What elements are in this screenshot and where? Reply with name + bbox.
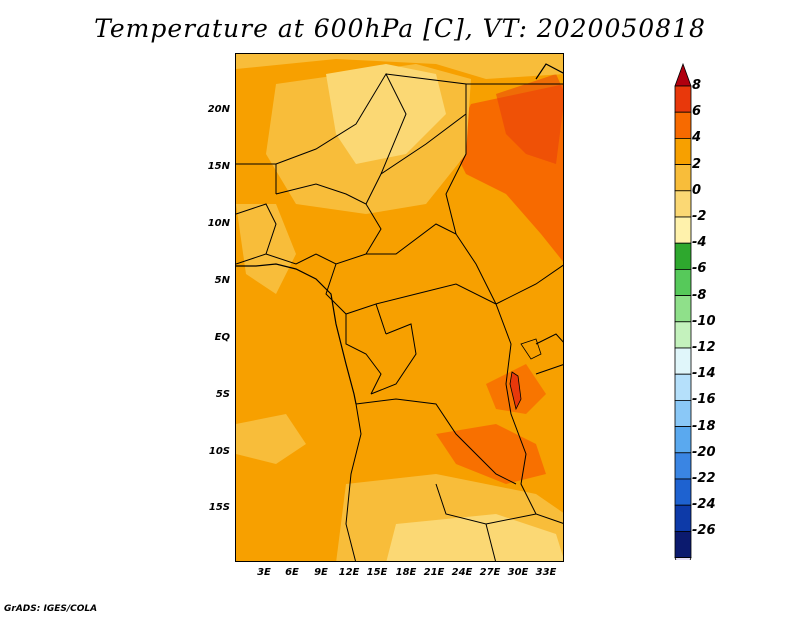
colorbar-label: -24 [692, 497, 716, 513]
colorbar-segment [674, 373, 692, 401]
country-borders [236, 72, 563, 561]
lat-label-5s: 5S [215, 389, 230, 400]
field-west [236, 204, 296, 294]
grads-credit: GrADS: IGES/COLA [4, 604, 98, 614]
lat-label-10s: 10S [208, 446, 230, 457]
colorbar-label: -14 [692, 366, 716, 382]
colorbar-top-arrow [674, 62, 692, 87]
lake-victoria [520, 338, 542, 360]
colorbar-label: -26 [692, 523, 716, 539]
colorbar-segment [674, 504, 692, 532]
colorbar-segment [674, 242, 692, 270]
colorbar-label: -10 [692, 313, 716, 329]
temperature-map [235, 53, 564, 562]
lon-label-3e: 3E [257, 567, 271, 578]
colorbar [674, 62, 692, 560]
colorbar-segment [674, 321, 692, 349]
colorbar-label: 6 [692, 104, 702, 120]
colorbar-segment [674, 85, 692, 113]
colorbar-segment [674, 399, 692, 427]
colorbar-label: -20 [692, 444, 716, 460]
lon-label-12e: 12E [338, 567, 360, 578]
colorbar-label: -4 [692, 235, 707, 251]
colorbar-label: -18 [692, 418, 716, 434]
coastline [236, 63, 563, 405]
lat-label-5n: 5N [214, 275, 230, 286]
field-warm-east [436, 424, 546, 484]
lon-label-6e: 6E [285, 567, 299, 578]
colorbar-label: -8 [692, 287, 707, 303]
colorbar-segment [674, 216, 692, 244]
colorbar-segment [674, 478, 692, 506]
colorbar-label: 2 [692, 156, 702, 172]
colorbar-segment [674, 452, 692, 480]
field-south-cool [386, 514, 563, 561]
colorbar-label: -12 [692, 340, 716, 355]
lon-label-24e: 24E [451, 567, 473, 578]
lon-label-9e: 9E [314, 567, 328, 578]
lat-label-15n: 15N [207, 161, 230, 172]
lat-label-15s: 15S [208, 502, 230, 513]
field-hot-ne [496, 74, 563, 164]
colorbar-label: -22 [692, 471, 716, 486]
field-top [236, 54, 563, 79]
colorbar-segment [674, 347, 692, 375]
field-sw [236, 414, 306, 464]
colorbar-label: -6 [692, 261, 707, 277]
lat-label-20n: 20N [207, 104, 230, 115]
lon-label-15e: 15E [366, 567, 388, 578]
colorbar-label: -16 [692, 392, 716, 408]
colorbar-segment [674, 295, 692, 323]
lat-label-10n: 10N [207, 218, 230, 229]
colorbar-segment [674, 190, 692, 218]
lat-label-eq: EQ [214, 332, 230, 343]
lon-label-21e: 21E [423, 567, 445, 578]
map-title: Temperature at 600hPa [C], VT: 202005081… [94, 14, 706, 43]
colorbar-label: 8 [692, 78, 702, 93]
colorbar-segment [674, 111, 692, 139]
colorbar-segment [674, 138, 692, 166]
map-field [236, 54, 563, 561]
colorbar-label: 0 [692, 182, 702, 198]
field-sahara-cool [326, 64, 446, 164]
colorbar-segment [674, 164, 692, 192]
lon-label-27e: 27E [479, 567, 501, 578]
lon-label-33e: 33E [535, 567, 557, 578]
colorbar-label: 4 [692, 130, 702, 146]
colorbar-label: -2 [692, 209, 707, 224]
lake-tanganyika [509, 371, 522, 411]
lon-label-18e: 18E [395, 567, 417, 578]
colorbar-bottom-arrow [674, 557, 692, 560]
colorbar-segment [674, 530, 692, 558]
colorbar-segment [674, 426, 692, 454]
colorbar-segment [674, 268, 692, 296]
lon-label-30e: 30E [507, 567, 529, 578]
